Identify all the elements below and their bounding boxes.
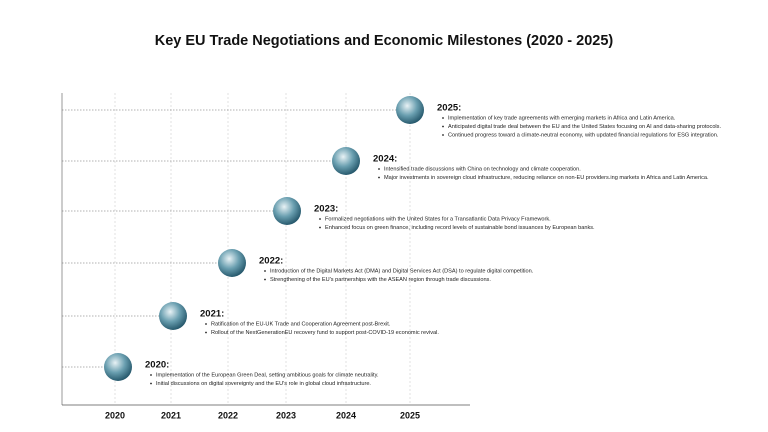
bullet <box>378 168 380 170</box>
milestone-item: Anticipated digital trade deal between t… <box>448 124 721 130</box>
globe <box>104 353 132 381</box>
bullet <box>264 270 266 272</box>
milestone-item: Enhanced focus on green finance, includi… <box>325 225 595 231</box>
axis-label: 2025 <box>400 410 420 420</box>
axis-label: 2021 <box>161 410 181 420</box>
milestone-item: Formalized negotiations with the United … <box>325 216 551 222</box>
bullet <box>264 278 266 281</box>
milestone-year: 2025: <box>437 103 461 114</box>
bullet <box>150 382 152 385</box>
bullet <box>319 218 321 220</box>
milestone-item: Implementation of key trade agreements w… <box>448 115 676 121</box>
milestone-item: Implementation of the European Green Dea… <box>156 372 379 378</box>
milestone-year: 2022: <box>259 256 283 267</box>
milestone-item: Ratification of the EU-UK Trade and Coop… <box>211 321 391 327</box>
milestone-item: Rollout of the NextGenerationEU recovery… <box>211 330 439 336</box>
bullet <box>205 331 207 334</box>
axis-label: 2024 <box>336 410 356 420</box>
globe <box>218 249 246 277</box>
milestone-year: 2024: <box>373 154 397 165</box>
bullet <box>442 125 444 128</box>
milestone-year: 2023: <box>314 204 338 215</box>
globe <box>332 147 360 175</box>
milestone-item: Introduction of the Digital Markets Act … <box>270 268 534 274</box>
axis-label: 2020 <box>105 410 125 420</box>
milestone-item: Intensified trade discussions with China… <box>384 166 581 172</box>
milestone-item: Initial discussions on digital sovereign… <box>156 381 371 387</box>
milestone-item: Strengthening of the EU's partnerships w… <box>270 277 491 283</box>
globe <box>159 302 187 330</box>
milestone-item: Major investments in sovereign cloud inf… <box>384 175 709 181</box>
axis-label: 2023 <box>276 410 296 420</box>
title: Key EU Trade Negotiations and Economic M… <box>155 33 614 49</box>
milestone-item: Continued progress toward a climate-neut… <box>448 132 719 138</box>
milestone-year: 2020: <box>145 360 169 371</box>
bullet <box>442 134 444 136</box>
globe <box>396 96 424 124</box>
axis-label: 2022 <box>218 410 238 420</box>
bullet <box>205 323 207 325</box>
milestone-year: 2021: <box>200 309 224 320</box>
bullet <box>319 226 321 229</box>
bullet <box>150 374 152 376</box>
globe <box>273 197 301 225</box>
bullet <box>378 176 380 179</box>
bullet <box>442 117 444 119</box>
